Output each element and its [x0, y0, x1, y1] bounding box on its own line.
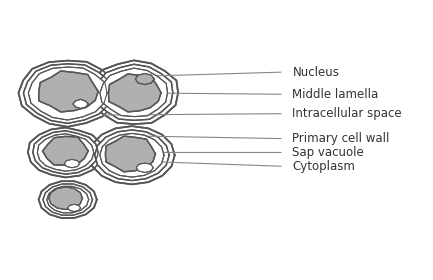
- Polygon shape: [89, 126, 175, 184]
- Polygon shape: [105, 136, 155, 172]
- Polygon shape: [23, 64, 112, 123]
- Polygon shape: [37, 134, 94, 171]
- Polygon shape: [47, 186, 89, 213]
- Polygon shape: [73, 99, 88, 108]
- Polygon shape: [28, 67, 107, 120]
- Polygon shape: [33, 131, 98, 174]
- Polygon shape: [28, 127, 103, 178]
- Text: Intracellular space: Intracellular space: [292, 107, 402, 120]
- Polygon shape: [19, 60, 117, 127]
- Polygon shape: [95, 130, 169, 181]
- Polygon shape: [136, 163, 153, 172]
- Polygon shape: [42, 136, 88, 165]
- Polygon shape: [39, 181, 97, 218]
- Polygon shape: [89, 60, 178, 124]
- Polygon shape: [43, 184, 93, 215]
- Polygon shape: [136, 73, 154, 85]
- Text: Nucleus: Nucleus: [292, 66, 339, 79]
- Text: Primary cell wall: Primary cell wall: [292, 132, 390, 145]
- Polygon shape: [100, 133, 164, 177]
- Text: Sap vacuole: Sap vacuole: [292, 146, 364, 159]
- Text: Middle lamella: Middle lamella: [292, 88, 379, 101]
- Polygon shape: [100, 68, 168, 116]
- Polygon shape: [65, 159, 80, 168]
- Polygon shape: [94, 64, 173, 120]
- Polygon shape: [39, 71, 98, 112]
- Polygon shape: [108, 74, 161, 112]
- Polygon shape: [68, 204, 81, 211]
- Polygon shape: [48, 187, 82, 209]
- Text: Cytoplasm: Cytoplasm: [292, 160, 355, 173]
